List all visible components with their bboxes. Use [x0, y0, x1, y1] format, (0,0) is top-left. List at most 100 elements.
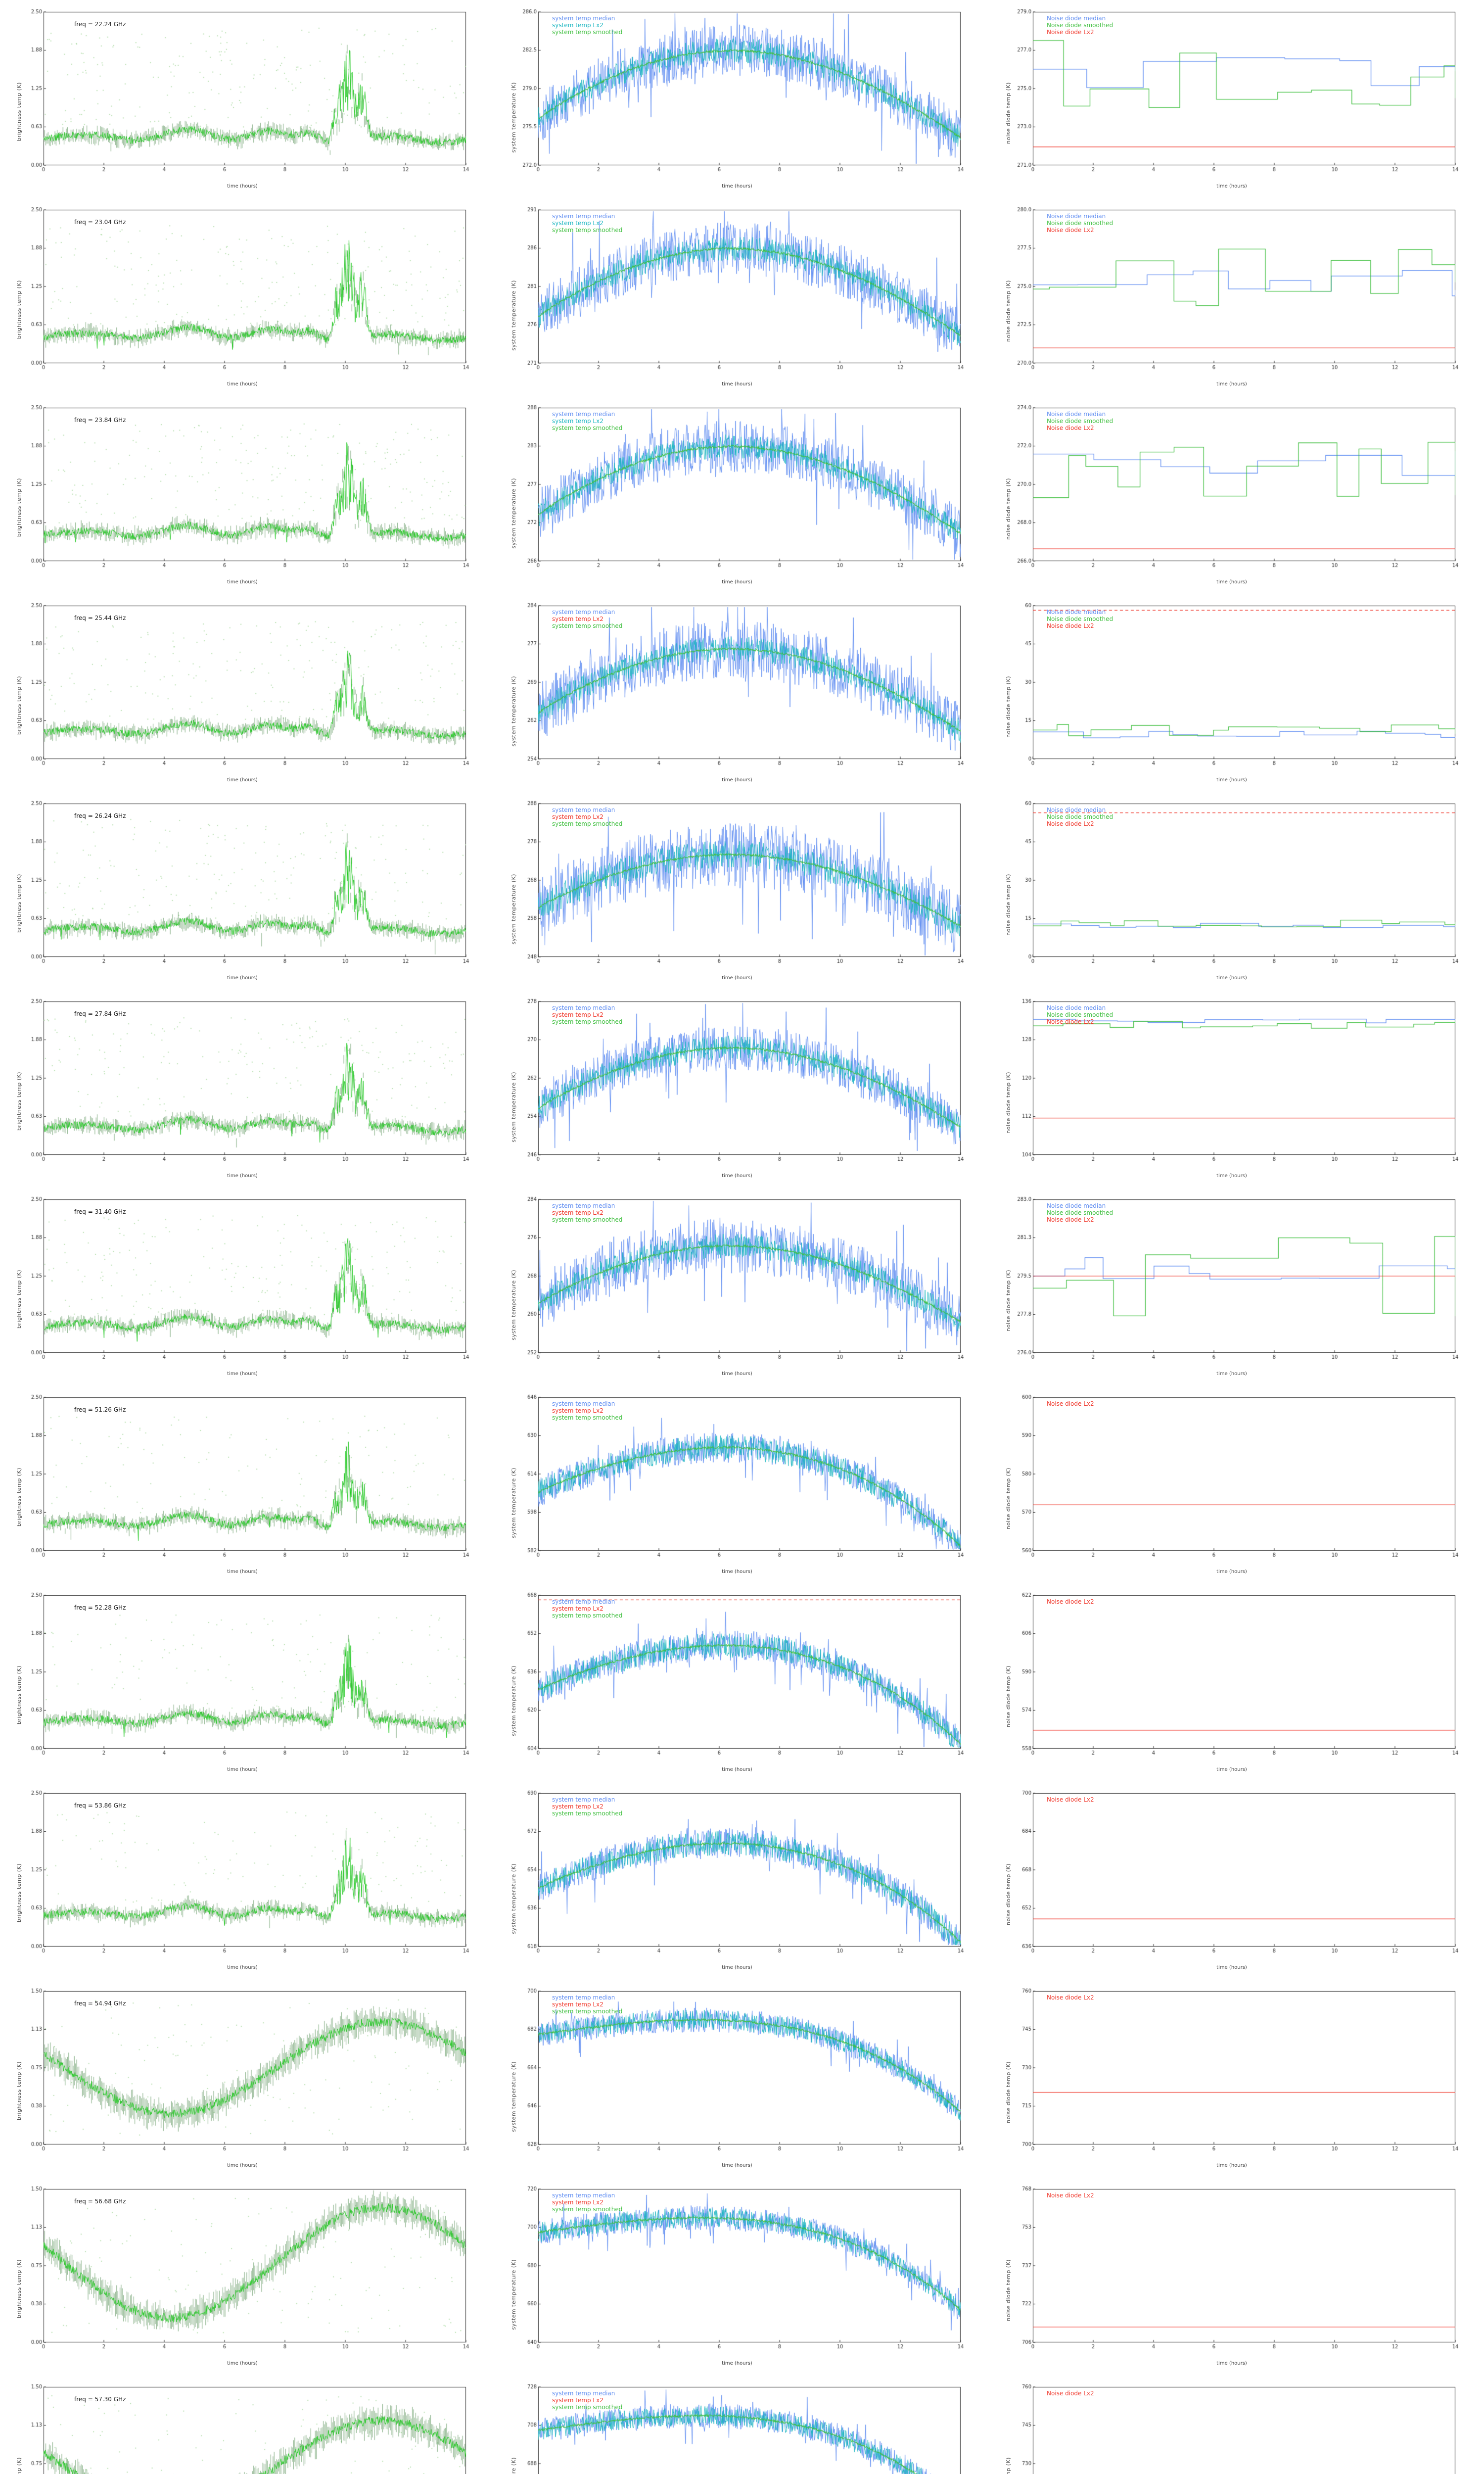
- legend-item: Noise diode smoothed: [1047, 22, 1113, 29]
- noise-diode-canvas: [1004, 1987, 1459, 2157]
- noise-diode-chart: noise diode temp (K) time (hours) Noise …: [1004, 1591, 1459, 1773]
- brightness-temp-chart: brightness temp (K) time (hours) freq = …: [15, 800, 470, 982]
- legend-item: system temp Lx2: [552, 1209, 603, 1216]
- y-axis-label: brightness temp (K): [16, 874, 22, 933]
- y-axis-label: brightness temp (K): [16, 82, 22, 142]
- freq-label: freq = 23.84 GHz: [74, 417, 126, 424]
- mid-legend: system temp median system temp Lx2 system …: [552, 1598, 622, 1619]
- legend-item: system temp smoothed: [552, 1018, 623, 1025]
- brightness-temp-chart: brightness temp (K) time (hours) freq = …: [15, 404, 470, 586]
- freq-label: freq = 23.04 GHz: [74, 219, 126, 226]
- system-temp-chart: system temperature (K) time (hours) syst…: [510, 1195, 965, 1378]
- brightness-temp-chart: brightness temp (K) time (hours) freq = …: [15, 602, 470, 784]
- legend-item: Noise diode Lx2: [1047, 1216, 1094, 1223]
- y-axis-label: brightness temp (K): [16, 1072, 22, 1131]
- legend-item: system temp Lx2: [552, 1605, 603, 1612]
- right-legend: Noise diode median Noise diode smoothed No…: [1047, 807, 1113, 827]
- legend-item: Noise diode Lx2: [1047, 29, 1094, 36]
- mid-legend: system temp median system temp Lx2 system …: [552, 1994, 622, 2015]
- legend-item: system temp smoothed: [552, 1810, 623, 1817]
- x-axis-label: time (hours): [1216, 1173, 1247, 1179]
- freq-label: freq = 54.94 GHz: [74, 2000, 126, 2007]
- y-axis-label: noise diode temp (K): [1005, 2259, 1012, 2321]
- y-axis-label: brightness temp (K): [16, 2457, 22, 2474]
- legend-item: Noise diode median: [1047, 15, 1106, 22]
- mid-legend: system temp median system temp Lx2 system …: [552, 1796, 622, 1817]
- legend-item: Noise diode Lx2: [1047, 1400, 1094, 1407]
- noise-diode-canvas: [1004, 8, 1459, 178]
- system-temp-canvas: [510, 2383, 965, 2474]
- brightness-temp-chart: brightness temp (K) time (hours) freq = …: [15, 1789, 470, 1971]
- system-temp-chart: system temperature (K) time (hours) syst…: [510, 602, 965, 784]
- system-temp-canvas: [510, 1591, 965, 1761]
- system-temp-canvas: [510, 206, 965, 376]
- freq-label: freq = 22.24 GHz: [74, 21, 126, 28]
- y-axis-label: system temperature (K): [510, 2061, 517, 2132]
- brightness-temp-chart: brightness temp (K) time (hours) freq = …: [15, 8, 470, 190]
- x-axis-label: time (hours): [227, 381, 258, 387]
- legend-item: system temp median: [552, 807, 615, 813]
- noise-diode-canvas: [1004, 1393, 1459, 1564]
- x-axis-label: time (hours): [1216, 1371, 1247, 1377]
- x-axis-label: time (hours): [1216, 381, 1247, 387]
- legend-item: system temp smoothed: [552, 1414, 623, 1421]
- x-axis-label: time (hours): [1216, 1767, 1247, 1772]
- x-axis-label: time (hours): [227, 1173, 258, 1179]
- mid-legend: system temp median system temp Lx2 system …: [552, 15, 622, 36]
- legend-item: system temp median: [552, 2192, 615, 2199]
- right-legend: Noise diode Lx2: [1047, 2192, 1094, 2199]
- legend-item: Noise diode median: [1047, 807, 1106, 813]
- noise-diode-chart: noise diode temp (K) time (hours) Noise …: [1004, 1393, 1459, 1575]
- legend-item: system temp smoothed: [552, 1612, 623, 1619]
- legend-item: system temp Lx2: [552, 813, 603, 820]
- y-axis-label: noise diode temp (K): [1005, 1270, 1012, 1332]
- noise-diode-chart: noise diode temp (K) time (hours) Noise …: [1004, 2185, 1459, 2367]
- legend-item: Noise diode smoothed: [1047, 220, 1113, 227]
- right-legend: Noise diode Lx2: [1047, 1796, 1094, 1803]
- legend-item: system temp median: [552, 1598, 615, 1605]
- x-axis-label: time (hours): [227, 2163, 258, 2168]
- x-axis-label: time (hours): [227, 1965, 258, 1970]
- system-temp-canvas: [510, 1987, 965, 2157]
- noise-diode-canvas: [1004, 1789, 1459, 1959]
- y-axis-label: system temperature (K): [510, 874, 517, 945]
- x-axis-label: time (hours): [227, 2361, 258, 2366]
- brightness-temp-canvas: [15, 206, 470, 376]
- noise-diode-canvas: [1004, 998, 1459, 1168]
- brightness-temp-canvas: [15, 1393, 470, 1564]
- noise-diode-canvas: [1004, 206, 1459, 376]
- system-temp-canvas: [510, 998, 965, 1168]
- brightness-temp-canvas: [15, 800, 470, 970]
- brightness-temp-chart: brightness temp (K) time (hours) freq = …: [15, 1987, 470, 2169]
- freq-label: freq = 51.26 GHz: [74, 1406, 126, 1413]
- noise-diode-chart: noise diode temp (K) time (hours) Noise …: [1004, 206, 1459, 388]
- y-axis-label: noise diode temp (K): [1005, 1072, 1012, 1134]
- x-axis-label: time (hours): [722, 1767, 752, 1772]
- legend-item: system temp Lx2: [552, 1011, 603, 1018]
- system-temp-chart: system temperature (K) time (hours) syst…: [510, 2383, 965, 2474]
- legend-item: Noise diode smoothed: [1047, 1011, 1113, 1018]
- x-axis-label: time (hours): [227, 184, 258, 189]
- x-axis-label: time (hours): [227, 777, 258, 783]
- legend-item: Noise diode Lx2: [1047, 425, 1094, 431]
- noise-diode-canvas: [1004, 2383, 1459, 2474]
- freq-label: freq = 56.68 GHz: [74, 2198, 126, 2205]
- system-temp-chart: system temperature (K) time (hours) syst…: [510, 1393, 965, 1575]
- y-axis-label: system temperature (K): [510, 1072, 517, 1142]
- legend-item: system temp Lx2: [552, 418, 603, 425]
- y-axis-label: noise diode temp (K): [1005, 478, 1012, 540]
- right-legend: Noise diode Lx2: [1047, 1598, 1094, 1605]
- x-axis-label: time (hours): [722, 1569, 752, 1574]
- system-temp-canvas: [510, 1789, 965, 1959]
- y-axis-label: system temperature (K): [510, 2457, 517, 2474]
- legend-item: system temp smoothed: [552, 29, 623, 36]
- legend-item: system temp median: [552, 1796, 615, 1803]
- freq-label: freq = 25.44 GHz: [74, 615, 126, 621]
- system-temp-chart: system temperature (K) time (hours) syst…: [510, 206, 965, 388]
- legend-item: system temp smoothed: [552, 2008, 623, 2015]
- x-axis-label: time (hours): [1216, 184, 1247, 189]
- brightness-temp-canvas: [15, 2383, 470, 2474]
- noise-diode-canvas: [1004, 2185, 1459, 2355]
- legend-item: system temp Lx2: [552, 2397, 603, 2404]
